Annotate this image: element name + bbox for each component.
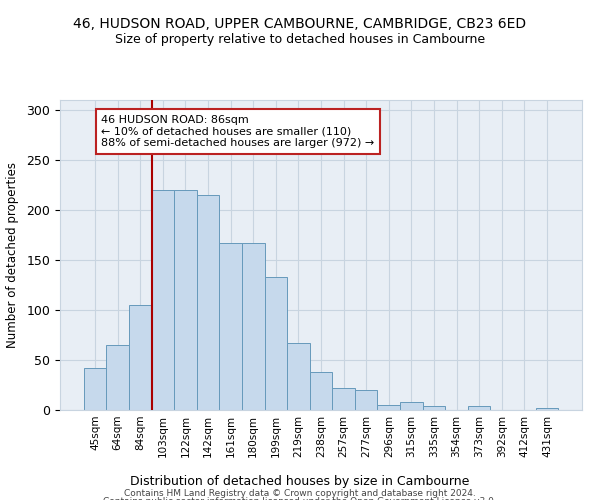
Bar: [536, 408, 558, 410]
Bar: [129, 305, 152, 410]
Bar: [310, 372, 332, 410]
Bar: [377, 405, 400, 410]
Bar: [332, 388, 355, 410]
Bar: [152, 190, 174, 410]
Y-axis label: Number of detached properties: Number of detached properties: [7, 162, 19, 348]
Bar: [242, 243, 265, 410]
Bar: [422, 406, 445, 410]
Bar: [400, 402, 422, 410]
Bar: [287, 343, 310, 410]
Text: Distribution of detached houses by size in Cambourne: Distribution of detached houses by size …: [130, 475, 470, 488]
Bar: [84, 368, 106, 410]
Bar: [174, 190, 197, 410]
Text: Size of property relative to detached houses in Cambourne: Size of property relative to detached ho…: [115, 32, 485, 46]
Text: Contains public sector information licensed under the Open Government Licence v3: Contains public sector information licen…: [103, 497, 497, 500]
Bar: [197, 195, 220, 410]
Bar: [220, 243, 242, 410]
Bar: [355, 390, 377, 410]
Text: 46, HUDSON ROAD, UPPER CAMBOURNE, CAMBRIDGE, CB23 6ED: 46, HUDSON ROAD, UPPER CAMBOURNE, CAMBRI…: [73, 18, 527, 32]
Bar: [265, 277, 287, 410]
Text: Contains HM Land Registry data © Crown copyright and database right 2024.: Contains HM Land Registry data © Crown c…: [124, 489, 476, 498]
Text: 46 HUDSON ROAD: 86sqm
← 10% of detached houses are smaller (110)
88% of semi-det: 46 HUDSON ROAD: 86sqm ← 10% of detached …: [101, 115, 374, 148]
Bar: [106, 345, 129, 410]
Bar: [468, 406, 490, 410]
